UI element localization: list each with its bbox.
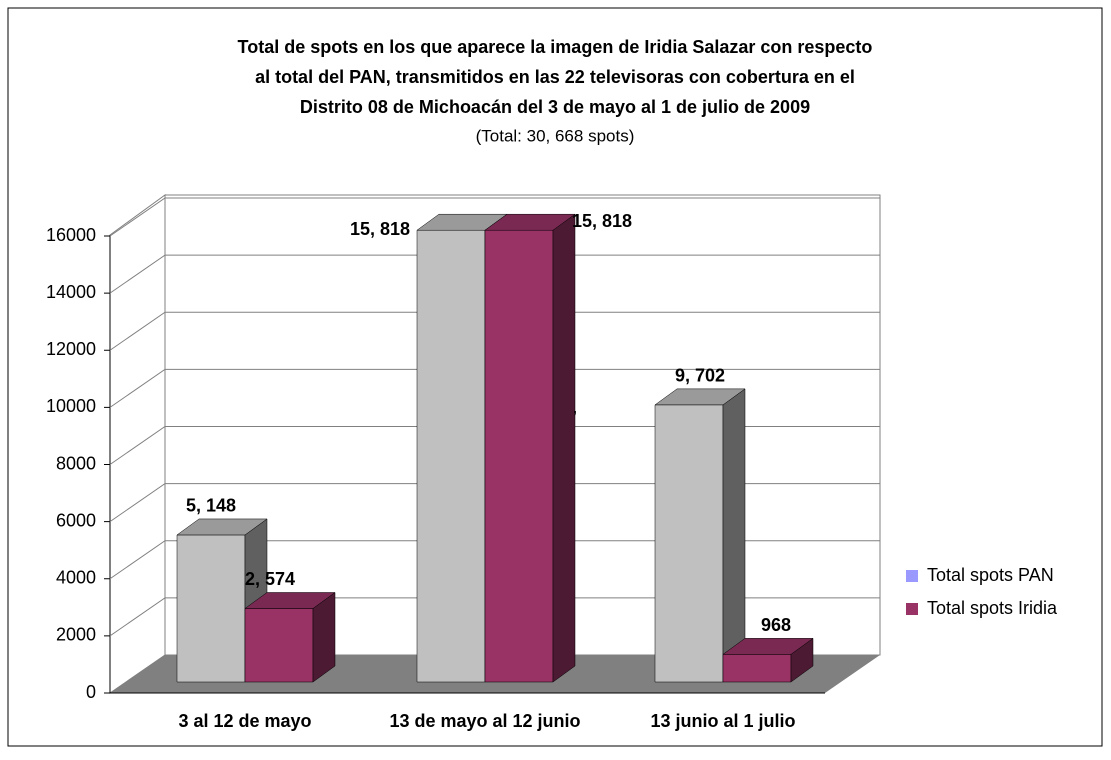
data-label: 15, 818 <box>350 219 410 239</box>
legend-swatch <box>906 603 918 615</box>
annotation: , <box>572 397 577 417</box>
bar-side <box>552 213 576 683</box>
chart-title: Distrito 08 de Michoacán del 3 de mayo a… <box>300 97 810 117</box>
y-tick-label: 0 <box>86 682 96 702</box>
bar <box>244 591 336 683</box>
y-tick-label: 12000 <box>46 339 96 359</box>
data-label: 15, 818 <box>572 211 632 231</box>
grid-line <box>109 254 880 294</box>
bar-top <box>176 518 268 536</box>
grid-line <box>109 426 880 465</box>
bar <box>484 213 576 683</box>
grid-line <box>109 540 880 580</box>
grid-line <box>109 483 880 523</box>
x-tick-label: 3 al 12 de mayo <box>178 711 311 731</box>
y-tick-label: 2000 <box>56 625 96 645</box>
grid-line <box>109 597 880 637</box>
chart-title: Total de spots en los que aparece la ima… <box>238 37 873 57</box>
grid-line <box>109 311 880 351</box>
bar-front <box>244 608 314 683</box>
x-tick-label: 13 junio al 1 julio <box>650 711 795 731</box>
bar-side <box>722 388 746 683</box>
bar-front <box>484 229 554 683</box>
bar-top <box>654 388 746 406</box>
bar-front <box>416 229 486 683</box>
chart-subtitle: (Total: 30, 668 spots) <box>476 126 635 145</box>
bar-top <box>244 592 336 609</box>
side-wall <box>109 194 166 694</box>
legend-label: Total spots PAN <box>927 565 1054 585</box>
bar <box>722 637 814 683</box>
y-tick-label: 8000 <box>56 453 96 473</box>
bar-front <box>654 404 724 683</box>
bar-top <box>484 213 576 231</box>
data-label: 5, 148 <box>186 496 236 516</box>
data-label: 968 <box>761 615 791 635</box>
y-tick-label: 16000 <box>46 225 96 245</box>
bar <box>654 388 746 683</box>
bar-top <box>722 638 814 655</box>
grid-line <box>109 197 880 237</box>
x-tick-label: 13 de mayo al 12 junio <box>389 711 580 731</box>
legend-swatch <box>906 570 918 582</box>
chart-title: al total del PAN, transmitidos en las 22… <box>255 67 855 87</box>
grid-line <box>109 368 880 408</box>
y-tick-label: 10000 <box>46 396 96 416</box>
y-tick-label: 14000 <box>46 282 96 302</box>
y-tick-label: 4000 <box>56 568 96 588</box>
data-label: 9, 702 <box>675 366 725 386</box>
y-tick-label: 6000 <box>56 510 96 530</box>
legend-label: Total spots Iridia <box>927 598 1058 618</box>
bar-front <box>176 534 246 683</box>
bar-front <box>722 654 792 683</box>
data-label: 2, 574 <box>245 569 295 589</box>
